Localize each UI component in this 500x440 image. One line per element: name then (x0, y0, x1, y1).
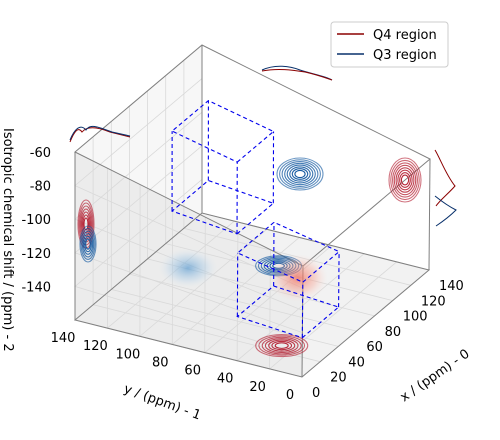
q3-back-contour-line (286, 164, 314, 184)
q4-back-contour-line (390, 159, 420, 201)
q4-back-contour-line (399, 172, 411, 188)
x-tick-label: 0 (312, 386, 320, 401)
q4-marginal-top (261, 68, 333, 81)
x-tick-label: 40 (348, 355, 365, 370)
q3-back-contour (276, 157, 324, 191)
q4-back-contour-line (388, 157, 422, 203)
tick-labels: 020406080100120140020406080100120140-140… (21, 146, 463, 403)
y-tick-label: 20 (249, 380, 266, 395)
vertical-edge (428, 158, 431, 271)
q3-side-contour (79, 225, 97, 263)
axes-panes (75, 45, 429, 377)
q4-region-box-face (236, 285, 340, 339)
y-tick-label: 120 (83, 339, 108, 354)
z-axis-label: Isotropic chemical shift / (ppm) - 2 (0, 128, 15, 352)
region-boxes (171, 99, 341, 339)
y-tick-label: 100 (115, 347, 140, 362)
q4-volume (268, 254, 328, 302)
z-tick-label: -80 (30, 180, 51, 195)
q4-side-contour-line (83, 217, 89, 231)
y-tick-label: 60 (184, 364, 201, 379)
q3-volume (158, 248, 218, 288)
q4-floor-contour-line (268, 339, 296, 352)
q3-back-contour-line (291, 168, 309, 180)
q3-back-contour-line (289, 166, 311, 182)
q3-side-contour-line (82, 233, 94, 255)
q3-marginal-right (434, 195, 457, 227)
q3-marginal-top (261, 65, 333, 81)
y-axis-label: y / (ppm) - 1 (122, 382, 203, 424)
q4-back-contour-line (393, 164, 417, 196)
q4-marginal-left (69, 127, 131, 143)
z-tick-label: -60 (30, 146, 51, 161)
x-tick-label: 80 (385, 325, 402, 340)
q3-side-contour-line (79, 225, 97, 263)
q4-marginal-right (434, 149, 456, 207)
axes-edges (73, 44, 431, 378)
q4-floor-contour-line (255, 334, 309, 358)
q4-back-contour-line (395, 167, 415, 193)
x-tick-label: 120 (421, 294, 446, 309)
q4-region-box-face (236, 221, 341, 283)
q3-region-box (171, 99, 275, 235)
x-tick-label: 20 (330, 371, 347, 386)
q4-floor-contour-line (258, 335, 306, 356)
q4-region-box-edge (338, 251, 340, 308)
legend: Q4 region Q3 region (330, 21, 449, 68)
x-tick-label: 60 (366, 340, 383, 355)
volumes (158, 248, 328, 302)
q3-back-contour-line (276, 157, 324, 191)
y-tick-label: 140 (51, 331, 76, 346)
q3-side-contour-line (85, 238, 91, 250)
q4-floor-contour-line (261, 336, 302, 355)
q3-back-contour-line (284, 162, 316, 186)
z-tick-label: -120 (21, 247, 51, 262)
x-tick-label: 140 (439, 279, 464, 294)
z-tick-label: -100 (21, 213, 51, 228)
y-tick-label: 0 (286, 388, 294, 403)
q4-region-box (236, 221, 341, 339)
q3-back-contour-line (294, 169, 306, 179)
q4-back-contour-line (392, 162, 418, 198)
q3-side-contour-line (84, 235, 92, 253)
x-axis-label: x / (ppm) - 0 (398, 347, 473, 406)
q4-side-contour-line (82, 214, 90, 234)
q3-region-box-face (171, 179, 275, 235)
q4-back-contour (388, 157, 422, 203)
q4-back-contour-line (400, 174, 410, 186)
q3-back-contour-line (281, 161, 319, 187)
y-tick-label: 80 (152, 355, 169, 370)
q3-back-contour-line (279, 159, 321, 189)
x-tick-label: 100 (403, 310, 428, 325)
q4-back-contour-line (397, 169, 413, 191)
q4-floor-contour (255, 334, 309, 358)
q4-floor-contour-line (264, 338, 299, 354)
legend-label-q4: Q4 region (373, 28, 437, 43)
q3-side-contour-line (80, 228, 96, 260)
q4-region-box-edge (301, 282, 304, 338)
y-tick-label: 40 (217, 372, 234, 387)
z-tick-label: -140 (21, 280, 51, 295)
q4-floor-contour-line (271, 340, 293, 351)
q4-floor-contour-line (274, 342, 289, 349)
q4-side-contour-line (81, 211, 91, 237)
q3-side-contour-line (81, 230, 95, 258)
q3-marginal-left (69, 125, 131, 141)
legend-label-q3: Q3 region (373, 48, 437, 63)
